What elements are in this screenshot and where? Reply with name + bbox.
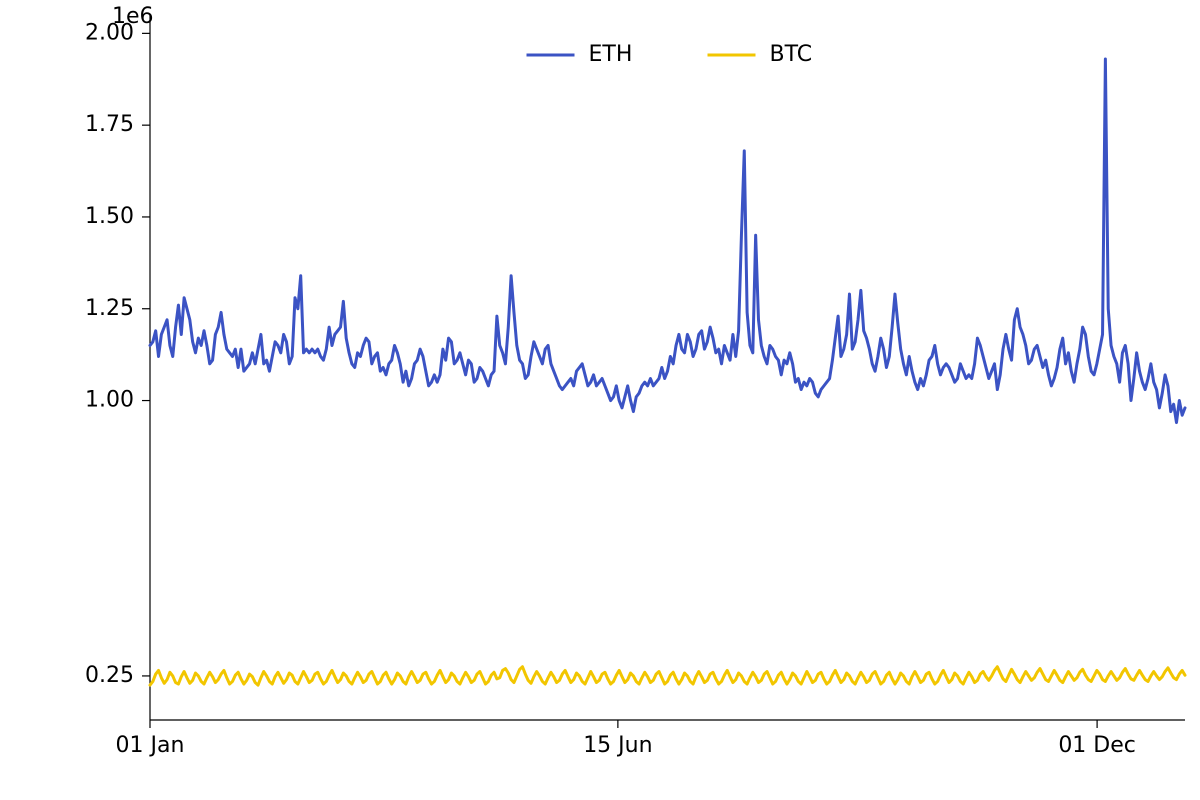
line-chart: 0.251.001.251.501.752.0001 Jan15 Jun01 D… (0, 0, 1200, 800)
y-tick-label: 1.25 (85, 296, 134, 321)
legend-label-eth: ETH (589, 42, 633, 67)
y-tick-label: 1.00 (85, 388, 134, 413)
series-btc (150, 667, 1185, 685)
x-tick-label: 01 Dec (1058, 733, 1136, 758)
series-eth (150, 59, 1185, 423)
legend-label-btc: BTC (770, 42, 813, 67)
y-tick-label: 0.25 (85, 663, 134, 688)
y-tick-label: 1.50 (85, 204, 134, 229)
y-tick-label: 1.75 (85, 112, 134, 137)
y-axis-exponent: 1e6 (112, 4, 154, 29)
x-tick-label: 15 Jun (583, 733, 652, 758)
chart-container: 0.251.001.251.501.752.0001 Jan15 Jun01 D… (0, 0, 1200, 800)
x-tick-label: 01 Jan (116, 733, 185, 758)
